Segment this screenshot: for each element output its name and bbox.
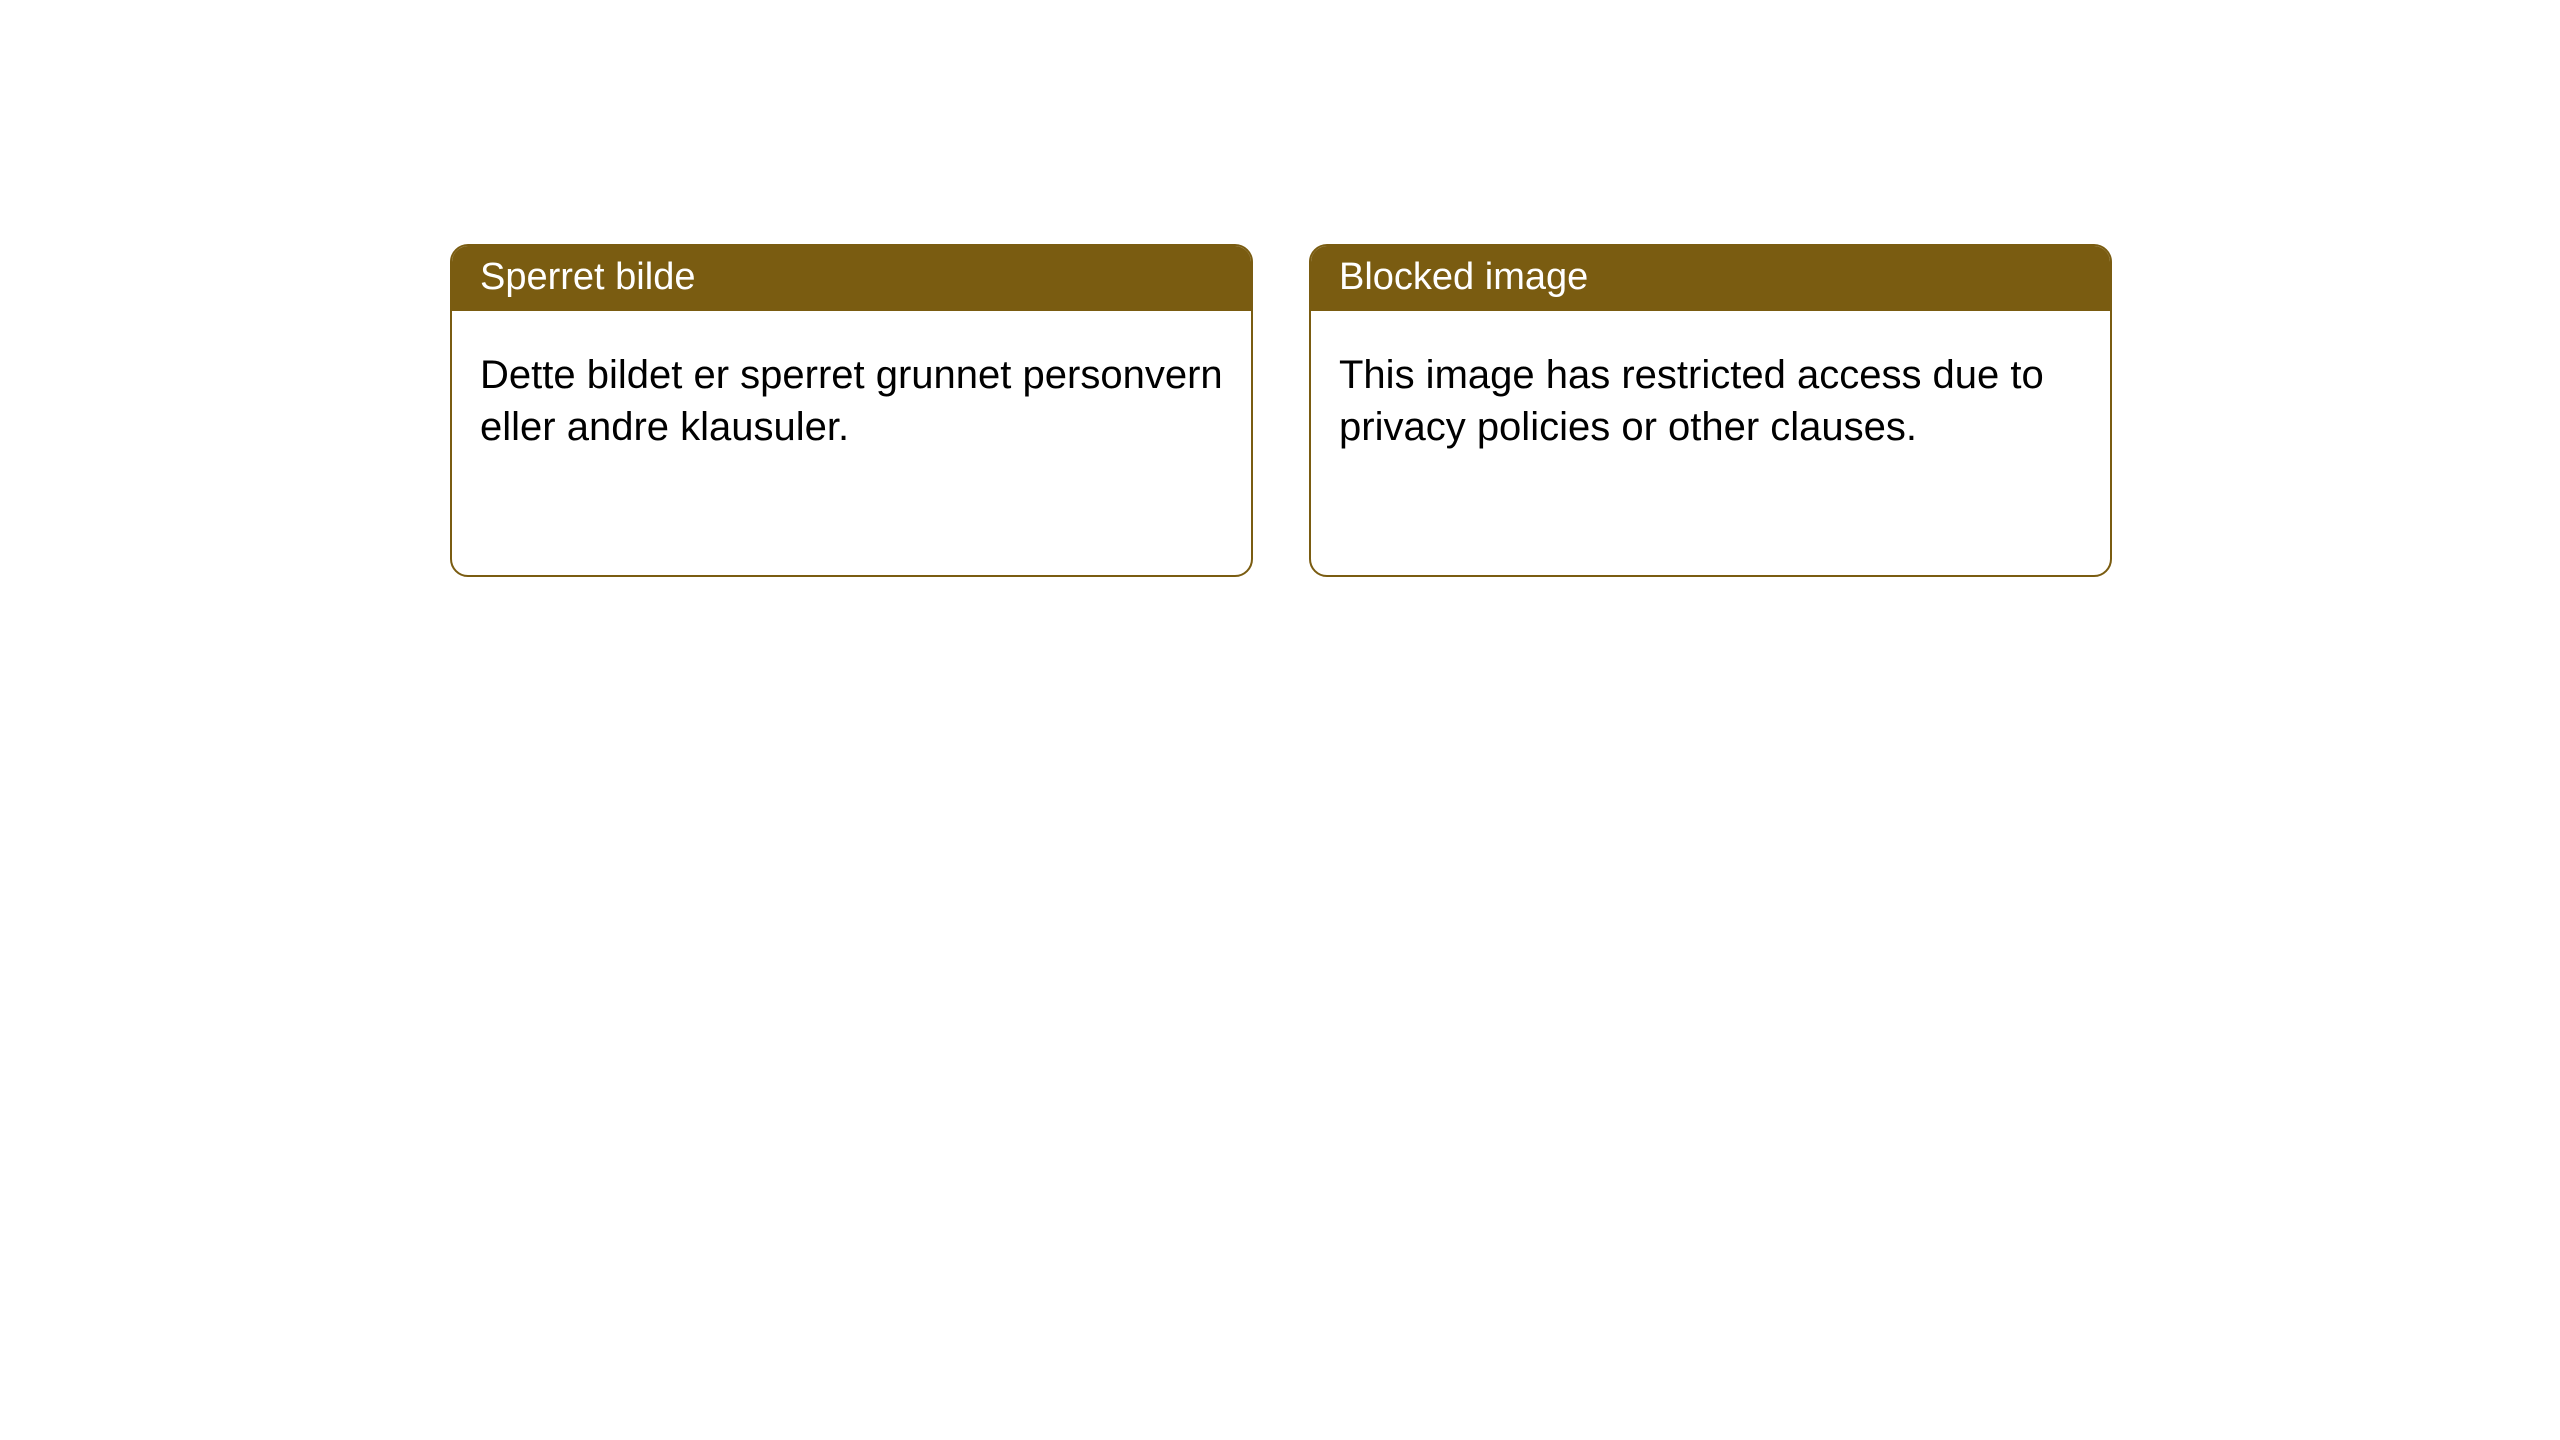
card-title-norwegian: Sperret bilde [452,246,1251,311]
notice-cards-row: Sperret bilde Dette bildet er sperret gr… [0,0,2560,577]
card-body-norwegian: Dette bildet er sperret grunnet personve… [452,311,1251,491]
card-title-english: Blocked image [1311,246,2110,311]
card-body-english: This image has restricted access due to … [1311,311,2110,491]
blocked-image-card-norwegian: Sperret bilde Dette bildet er sperret gr… [450,244,1253,577]
blocked-image-card-english: Blocked image This image has restricted … [1309,244,2112,577]
